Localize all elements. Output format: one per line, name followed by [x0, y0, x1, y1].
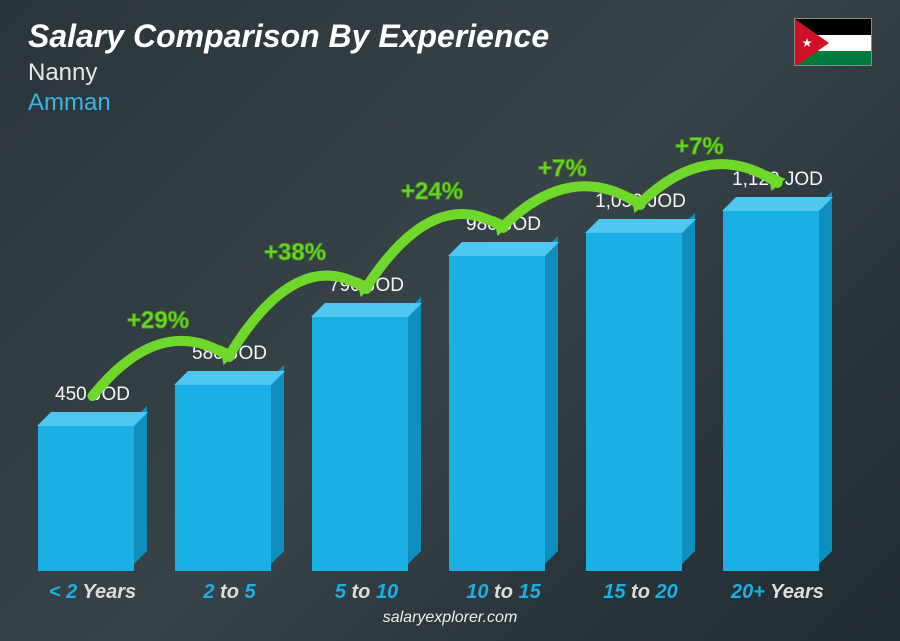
bar-front	[38, 426, 135, 571]
bar-group: 450 JOD< 2 Years	[30, 140, 155, 571]
bar-side	[134, 406, 147, 564]
bar-value-label: 1,120 JOD	[701, 169, 855, 191]
bar-category-label: 5 to 10	[335, 581, 398, 604]
bar-side	[408, 297, 421, 564]
bar-top	[174, 371, 285, 385]
bar-front	[449, 256, 546, 571]
bar-top	[311, 303, 422, 317]
bar-category-label: 10 to 15	[466, 581, 541, 604]
bar-category-label: 2 to 5	[203, 581, 255, 604]
bar-top	[448, 242, 559, 256]
flag-icon	[794, 18, 872, 66]
bar-category-label: < 2 Years	[49, 581, 136, 604]
bar-top	[722, 197, 833, 211]
bar-value-label: 580 JOD	[153, 343, 307, 365]
bar: 580 JOD	[175, 385, 285, 571]
header: Salary Comparison By Experience Nanny Am…	[28, 18, 872, 117]
bar-side	[819, 191, 832, 564]
bar-group: 580 JOD2 to 5	[167, 140, 292, 571]
bar-value-label: 980 JOD	[427, 214, 581, 236]
footer-credit: salaryexplorer.com	[0, 609, 900, 627]
bar-top	[585, 219, 696, 233]
bar: 790 JOD	[312, 317, 422, 571]
bar-front	[586, 233, 683, 571]
bar-group: 790 JOD5 to 10	[304, 140, 429, 571]
bar: 980 JOD	[449, 256, 559, 571]
bar-side	[271, 365, 284, 564]
bar-side	[545, 236, 558, 564]
bar-group: 1,050 JOD15 to 20	[578, 140, 703, 571]
bar: 1,050 JOD	[586, 233, 696, 571]
bar: 1,120 JOD	[723, 211, 833, 571]
bar-value-label: 450 JOD	[16, 384, 170, 406]
bar-category-label: 15 to 20	[603, 581, 678, 604]
bar-front	[175, 385, 272, 571]
bar-value-label: 790 JOD	[290, 275, 444, 297]
bar-side	[682, 213, 695, 564]
bar-group: 1,120 JOD20+ Years	[715, 140, 840, 571]
bar-top	[37, 412, 148, 426]
bar-front	[312, 317, 409, 571]
chart-location: Amman	[28, 89, 872, 117]
bar-category-label: 20+ Years	[731, 581, 824, 604]
bar: 450 JOD	[38, 426, 148, 571]
bar-group: 980 JOD10 to 15	[441, 140, 566, 571]
bar-chart: 450 JOD< 2 Years580 JOD2 to 5790 JOD5 to…	[30, 140, 840, 571]
chart-subtitle: Nanny	[28, 59, 872, 87]
bar-front	[723, 211, 820, 571]
bar-value-label: 1,050 JOD	[564, 191, 718, 213]
chart-title: Salary Comparison By Experience	[28, 18, 872, 55]
